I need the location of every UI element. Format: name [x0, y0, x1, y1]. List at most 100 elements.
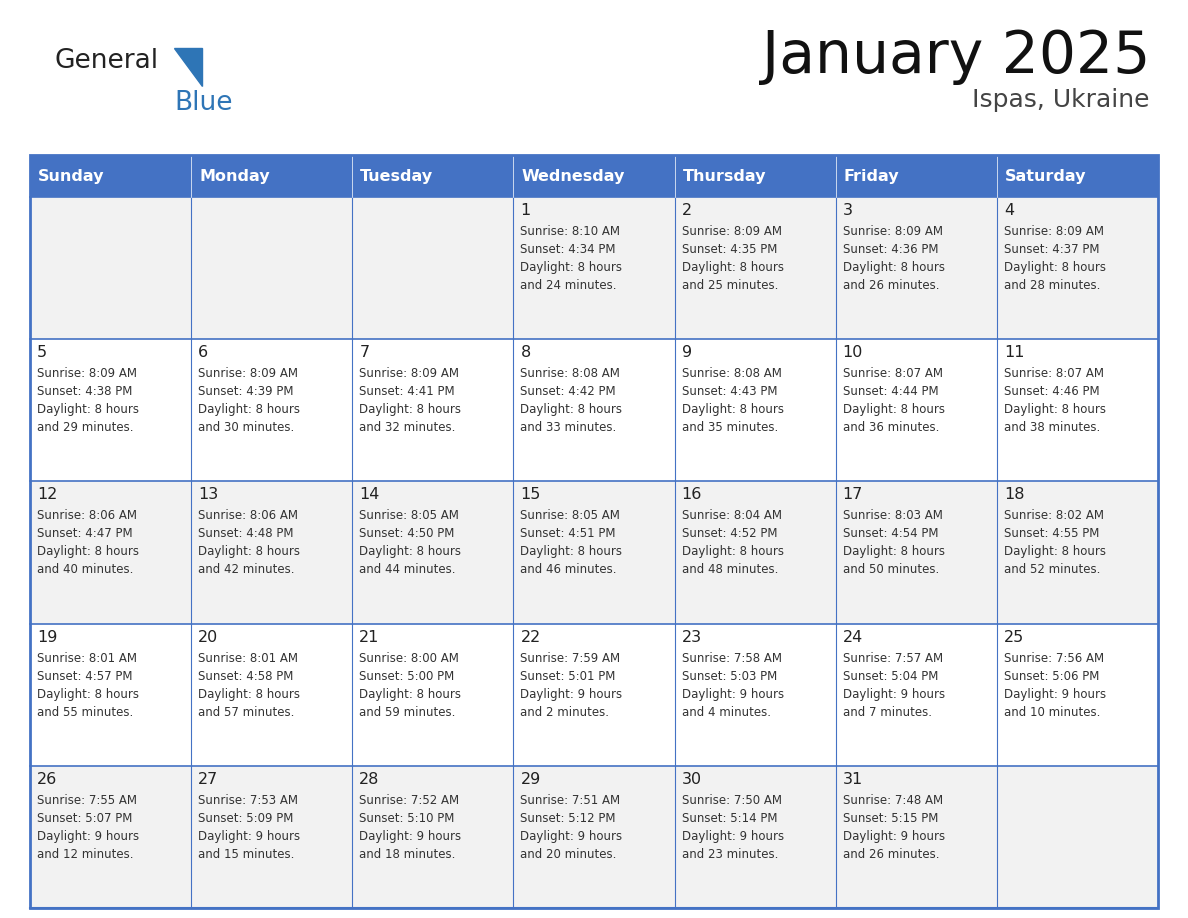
Text: Sunset: 4:47 PM: Sunset: 4:47 PM	[37, 528, 133, 541]
Text: Saturday: Saturday	[1005, 169, 1086, 184]
Text: and 20 minutes.: and 20 minutes.	[520, 848, 617, 861]
Text: Sunset: 4:50 PM: Sunset: 4:50 PM	[359, 528, 455, 541]
Text: Daylight: 8 hours: Daylight: 8 hours	[842, 261, 944, 274]
Text: Sunrise: 7:51 AM: Sunrise: 7:51 AM	[520, 794, 620, 807]
Text: General: General	[55, 48, 159, 74]
Bar	[30, 339, 1158, 481]
Text: Sunset: 4:34 PM: Sunset: 4:34 PM	[520, 243, 615, 256]
Text: 19: 19	[37, 630, 57, 644]
Text: Daylight: 8 hours: Daylight: 8 hours	[682, 545, 784, 558]
Text: Sunset: 5:00 PM: Sunset: 5:00 PM	[359, 669, 455, 683]
Text: Wednesday: Wednesday	[522, 169, 625, 184]
Text: and 29 minutes.: and 29 minutes.	[37, 421, 133, 434]
Text: Sunset: 5:04 PM: Sunset: 5:04 PM	[842, 669, 939, 683]
Text: Sunrise: 7:59 AM: Sunrise: 7:59 AM	[520, 652, 620, 665]
Text: and 35 minutes.: and 35 minutes.	[682, 421, 778, 434]
Text: Sunset: 5:10 PM: Sunset: 5:10 PM	[359, 812, 455, 824]
Text: Sunrise: 8:07 AM: Sunrise: 8:07 AM	[842, 367, 943, 380]
Text: and 46 minutes.: and 46 minutes.	[520, 564, 617, 577]
Text: 12: 12	[37, 487, 57, 502]
Text: 26: 26	[37, 772, 57, 787]
Text: and 42 minutes.: and 42 minutes.	[198, 564, 295, 577]
Text: Sunset: 4:43 PM: Sunset: 4:43 PM	[682, 386, 777, 398]
Text: 29: 29	[520, 772, 541, 787]
Text: Sunset: 5:07 PM: Sunset: 5:07 PM	[37, 812, 132, 824]
Text: Sunset: 4:48 PM: Sunset: 4:48 PM	[198, 528, 293, 541]
Text: Daylight: 8 hours: Daylight: 8 hours	[682, 403, 784, 416]
Text: Daylight: 9 hours: Daylight: 9 hours	[842, 830, 944, 843]
Text: 16: 16	[682, 487, 702, 502]
Text: Sunrise: 8:04 AM: Sunrise: 8:04 AM	[682, 509, 782, 522]
Text: Sunset: 4:38 PM: Sunset: 4:38 PM	[37, 386, 132, 398]
Text: Sunrise: 7:53 AM: Sunrise: 7:53 AM	[198, 794, 298, 807]
Text: Sunrise: 8:08 AM: Sunrise: 8:08 AM	[520, 367, 620, 380]
Text: 21: 21	[359, 630, 380, 644]
Text: and 59 minutes.: and 59 minutes.	[359, 706, 456, 719]
Text: January 2025: January 2025	[762, 28, 1150, 85]
Text: and 48 minutes.: and 48 minutes.	[682, 564, 778, 577]
Text: 25: 25	[1004, 630, 1024, 644]
Text: Sunrise: 8:06 AM: Sunrise: 8:06 AM	[37, 509, 137, 522]
Bar	[30, 197, 1158, 339]
Bar	[30, 155, 1158, 908]
Text: Daylight: 8 hours: Daylight: 8 hours	[37, 403, 139, 416]
Text: Sunset: 4:55 PM: Sunset: 4:55 PM	[1004, 528, 1099, 541]
Text: and 33 minutes.: and 33 minutes.	[520, 421, 617, 434]
Text: Daylight: 8 hours: Daylight: 8 hours	[37, 545, 139, 558]
Text: Daylight: 9 hours: Daylight: 9 hours	[37, 830, 139, 843]
Text: Sunrise: 7:48 AM: Sunrise: 7:48 AM	[842, 794, 943, 807]
Text: and 52 minutes.: and 52 minutes.	[1004, 564, 1100, 577]
Text: Sunset: 5:03 PM: Sunset: 5:03 PM	[682, 669, 777, 683]
Text: Daylight: 9 hours: Daylight: 9 hours	[520, 688, 623, 700]
Text: Daylight: 8 hours: Daylight: 8 hours	[1004, 545, 1106, 558]
Text: Sunrise: 8:10 AM: Sunrise: 8:10 AM	[520, 225, 620, 238]
Text: Sunrise: 7:56 AM: Sunrise: 7:56 AM	[1004, 652, 1104, 665]
Text: 27: 27	[198, 772, 219, 787]
Text: Sunset: 5:15 PM: Sunset: 5:15 PM	[842, 812, 939, 824]
Text: and 7 minutes.: and 7 minutes.	[842, 706, 931, 719]
Text: 18: 18	[1004, 487, 1024, 502]
Text: Sunrise: 8:05 AM: Sunrise: 8:05 AM	[359, 509, 459, 522]
Text: and 32 minutes.: and 32 minutes.	[359, 421, 456, 434]
Text: and 57 minutes.: and 57 minutes.	[198, 706, 295, 719]
Text: and 28 minutes.: and 28 minutes.	[1004, 279, 1100, 292]
Text: Friday: Friday	[843, 169, 899, 184]
Text: Sunrise: 8:07 AM: Sunrise: 8:07 AM	[1004, 367, 1104, 380]
Text: Sunset: 4:39 PM: Sunset: 4:39 PM	[198, 386, 293, 398]
Text: Sunset: 4:41 PM: Sunset: 4:41 PM	[359, 386, 455, 398]
Text: Sunset: 4:58 PM: Sunset: 4:58 PM	[198, 669, 293, 683]
Text: 6: 6	[198, 345, 208, 360]
Text: Sunset: 4:57 PM: Sunset: 4:57 PM	[37, 669, 133, 683]
Text: 23: 23	[682, 630, 702, 644]
Text: 28: 28	[359, 772, 380, 787]
Text: Daylight: 8 hours: Daylight: 8 hours	[520, 545, 623, 558]
Text: 14: 14	[359, 487, 380, 502]
Text: Sunrise: 8:01 AM: Sunrise: 8:01 AM	[198, 652, 298, 665]
Text: and 38 minutes.: and 38 minutes.	[1004, 421, 1100, 434]
Text: and 4 minutes.: and 4 minutes.	[682, 706, 771, 719]
Bar	[30, 481, 1158, 623]
Text: Sunset: 4:51 PM: Sunset: 4:51 PM	[520, 528, 615, 541]
Text: 11: 11	[1004, 345, 1024, 360]
Text: and 26 minutes.: and 26 minutes.	[842, 279, 940, 292]
Text: 17: 17	[842, 487, 864, 502]
Text: Daylight: 8 hours: Daylight: 8 hours	[198, 403, 301, 416]
Text: Sunset: 4:44 PM: Sunset: 4:44 PM	[842, 386, 939, 398]
Text: Daylight: 9 hours: Daylight: 9 hours	[1004, 688, 1106, 700]
Text: 3: 3	[842, 203, 853, 218]
Text: 22: 22	[520, 630, 541, 644]
Text: Sunset: 5:01 PM: Sunset: 5:01 PM	[520, 669, 615, 683]
Text: Daylight: 8 hours: Daylight: 8 hours	[1004, 261, 1106, 274]
Text: Daylight: 8 hours: Daylight: 8 hours	[359, 403, 461, 416]
Text: 7: 7	[359, 345, 369, 360]
Text: Sunrise: 8:03 AM: Sunrise: 8:03 AM	[842, 509, 942, 522]
Text: Sunset: 4:54 PM: Sunset: 4:54 PM	[842, 528, 939, 541]
Text: Sunset: 4:37 PM: Sunset: 4:37 PM	[1004, 243, 1099, 256]
Bar	[30, 766, 1158, 908]
Text: and 15 minutes.: and 15 minutes.	[198, 848, 295, 861]
Text: Sunset: 4:36 PM: Sunset: 4:36 PM	[842, 243, 939, 256]
Text: Sunset: 4:42 PM: Sunset: 4:42 PM	[520, 386, 617, 398]
Text: 20: 20	[198, 630, 219, 644]
Text: 15: 15	[520, 487, 541, 502]
Text: 4: 4	[1004, 203, 1015, 218]
